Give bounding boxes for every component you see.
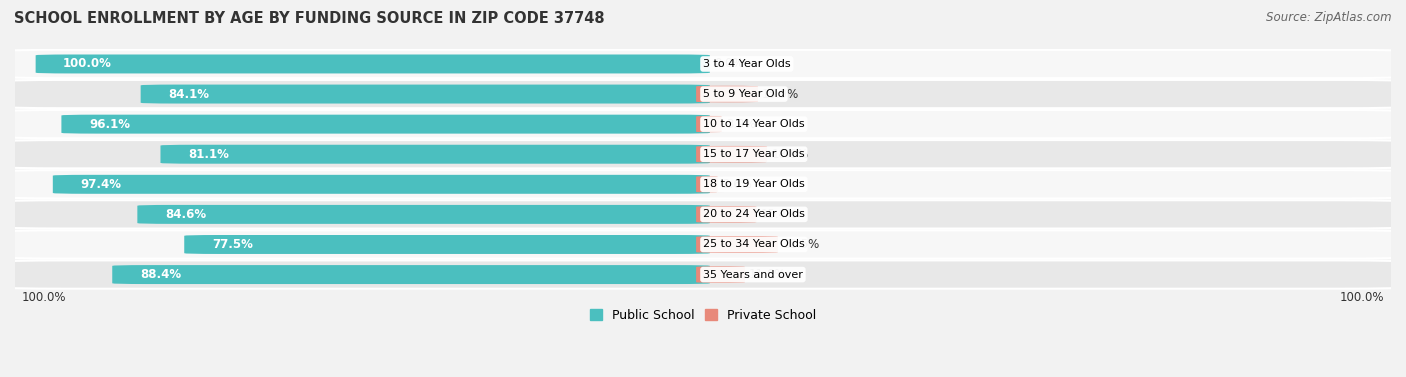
Text: 15.4%: 15.4%: [761, 208, 797, 221]
FancyBboxPatch shape: [8, 170, 1398, 198]
Text: 77.5%: 77.5%: [212, 238, 253, 251]
Text: 3.9%: 3.9%: [725, 118, 755, 131]
FancyBboxPatch shape: [62, 115, 710, 133]
Text: 11.6%: 11.6%: [749, 268, 786, 281]
Text: 18 to 19 Year Olds: 18 to 19 Year Olds: [703, 179, 804, 189]
Legend: Public School, Private School: Public School, Private School: [585, 304, 821, 327]
Text: 97.4%: 97.4%: [80, 178, 121, 191]
FancyBboxPatch shape: [696, 206, 756, 223]
Text: 100.0%: 100.0%: [63, 57, 112, 70]
Text: 84.1%: 84.1%: [169, 87, 209, 101]
FancyBboxPatch shape: [160, 145, 710, 164]
Text: 0.0%: 0.0%: [714, 57, 744, 70]
Text: 5 to 9 Year Old: 5 to 9 Year Old: [703, 89, 785, 99]
FancyBboxPatch shape: [35, 55, 710, 74]
Text: 25 to 34 Year Olds: 25 to 34 Year Olds: [703, 239, 804, 250]
FancyBboxPatch shape: [695, 116, 724, 132]
FancyBboxPatch shape: [696, 236, 778, 253]
FancyBboxPatch shape: [53, 175, 710, 194]
Text: 22.5%: 22.5%: [782, 238, 820, 251]
Text: 2.6%: 2.6%: [721, 178, 752, 191]
Text: SCHOOL ENROLLMENT BY AGE BY FUNDING SOURCE IN ZIP CODE 37748: SCHOOL ENROLLMENT BY AGE BY FUNDING SOUR…: [14, 11, 605, 26]
FancyBboxPatch shape: [184, 235, 710, 254]
Text: 20 to 24 Year Olds: 20 to 24 Year Olds: [703, 209, 804, 219]
FancyBboxPatch shape: [141, 84, 710, 104]
Text: 88.4%: 88.4%: [139, 268, 181, 281]
FancyBboxPatch shape: [8, 200, 1398, 228]
FancyBboxPatch shape: [112, 265, 710, 284]
Text: 15 to 17 Year Olds: 15 to 17 Year Olds: [703, 149, 804, 159]
FancyBboxPatch shape: [8, 230, 1398, 259]
Text: 35 Years and over: 35 Years and over: [703, 270, 803, 280]
FancyBboxPatch shape: [8, 50, 1398, 78]
FancyBboxPatch shape: [8, 140, 1398, 169]
Text: 3 to 4 Year Olds: 3 to 4 Year Olds: [703, 59, 790, 69]
FancyBboxPatch shape: [696, 146, 768, 162]
Text: 15.9%: 15.9%: [762, 87, 800, 101]
FancyBboxPatch shape: [8, 261, 1398, 289]
Text: 84.6%: 84.6%: [165, 208, 207, 221]
Text: 96.1%: 96.1%: [89, 118, 129, 131]
Text: 100.0%: 100.0%: [22, 291, 66, 303]
FancyBboxPatch shape: [8, 80, 1398, 108]
Text: 18.9%: 18.9%: [772, 148, 808, 161]
FancyBboxPatch shape: [690, 176, 724, 193]
Text: 81.1%: 81.1%: [188, 148, 229, 161]
Text: 100.0%: 100.0%: [1340, 291, 1384, 303]
FancyBboxPatch shape: [8, 110, 1398, 138]
Text: Source: ZipAtlas.com: Source: ZipAtlas.com: [1267, 11, 1392, 24]
FancyBboxPatch shape: [696, 86, 758, 102]
FancyBboxPatch shape: [696, 266, 745, 283]
FancyBboxPatch shape: [138, 205, 710, 224]
Text: 10 to 14 Year Olds: 10 to 14 Year Olds: [703, 119, 804, 129]
